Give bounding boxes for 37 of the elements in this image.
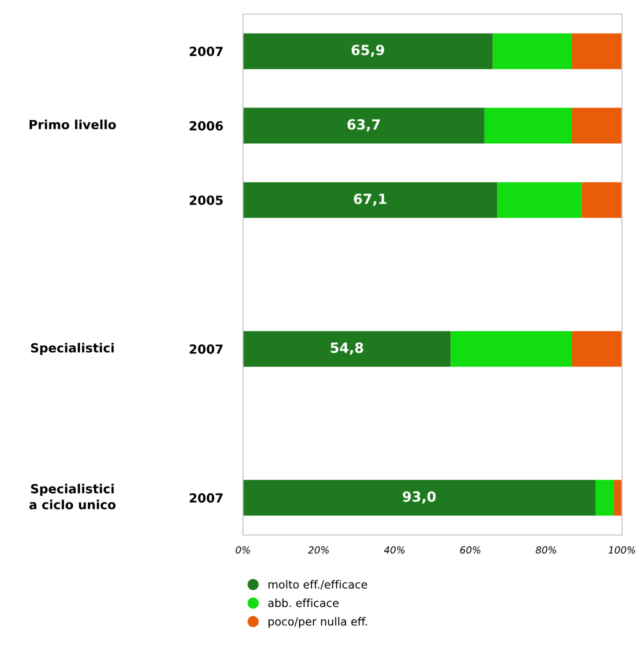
x-tick-label: 40% bbox=[384, 546, 405, 554]
y-tick-label: 2007 bbox=[190, 493, 223, 503]
text: Specialistici a ciclo unico bbox=[29, 484, 116, 510]
legend-label: molto eff./efficace bbox=[268, 580, 368, 590]
x-tick-label: 80% bbox=[536, 546, 556, 554]
x-tick-label: 0% bbox=[236, 546, 250, 554]
bar bbox=[492, 33, 572, 70]
y-tick-label: 2005 bbox=[190, 196, 223, 205]
data-label: 54,8 bbox=[330, 342, 364, 355]
y-tick-label: 2007 bbox=[190, 46, 223, 56]
x-tick-label: 60% bbox=[460, 546, 480, 554]
x-tick-label: 20% bbox=[308, 546, 329, 554]
bar bbox=[595, 480, 614, 516]
bar bbox=[450, 331, 572, 367]
data-label: 63,7 bbox=[347, 119, 380, 132]
legend-label: poco/per nulla eff. bbox=[268, 617, 367, 628]
bar bbox=[572, 331, 622, 367]
text: Primo livello bbox=[30, 120, 116, 130]
bar bbox=[582, 182, 622, 218]
data-label: 67,1 bbox=[354, 194, 386, 206]
y-tick-label: 2006 bbox=[190, 121, 223, 131]
bar bbox=[484, 108, 572, 144]
bar bbox=[614, 480, 622, 516]
bar bbox=[243, 108, 484, 144]
bar bbox=[572, 33, 622, 70]
bar bbox=[243, 33, 493, 70]
bar bbox=[497, 182, 582, 218]
bar bbox=[243, 182, 498, 218]
bar bbox=[243, 480, 596, 516]
bar bbox=[243, 331, 451, 367]
data-label: 93,0 bbox=[402, 491, 436, 504]
x-tick-label: 100% bbox=[608, 546, 636, 554]
data-label: 65,9 bbox=[352, 44, 384, 58]
y-tick-label: 2007 bbox=[190, 344, 223, 354]
legend-label: abb. efficace bbox=[268, 598, 339, 608]
text: Specialistici bbox=[31, 342, 114, 355]
bar bbox=[572, 108, 622, 144]
